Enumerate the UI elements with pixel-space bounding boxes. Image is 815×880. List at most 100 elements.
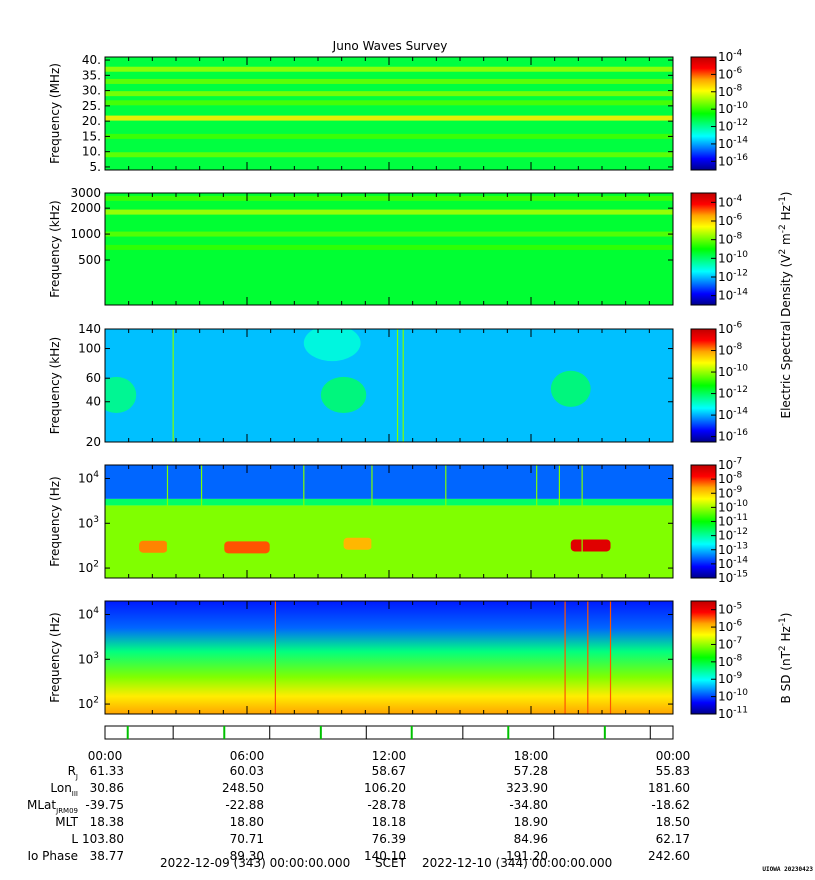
y-tick-label: 140 — [78, 322, 101, 336]
y-axis-label: Frequency (Hz) — [48, 476, 62, 567]
colorbar-tick-label: 10-14 — [718, 287, 748, 302]
colorbar-tick-label: 10-10 — [718, 101, 748, 116]
y-tick-label: 3000 — [70, 186, 101, 200]
emission-band — [105, 209, 673, 215]
emission-blob — [303, 329, 361, 362]
ephemeris-value: 84.96 — [514, 832, 548, 846]
colorbar-tick-label: 10-7 — [718, 457, 742, 472]
ephemeris-value: 323.90 — [506, 781, 548, 795]
y-tick-label: 102 — [78, 560, 99, 575]
colorbar-tick-label: 10-9 — [718, 485, 743, 500]
ephemeris-value: 18.38 — [90, 815, 124, 829]
ephemeris-label: MLatJRM09 — [27, 798, 78, 815]
colorbar-tick-label: 10-16 — [718, 153, 748, 168]
time-tick-label: 06:00 — [230, 749, 265, 763]
ephemeris-value: 18.50 — [656, 815, 690, 829]
emission-band — [105, 100, 673, 106]
emission-blob — [320, 376, 367, 413]
colorbar-tick-label: 10-12 — [718, 118, 748, 133]
colorbar: 10-4 10-6 10-8 10-10 10-12 10-14 — [690, 192, 748, 306]
colorbar-tick-label: 10-8 — [718, 231, 743, 246]
ephemeris-label: RJ — [68, 764, 78, 781]
emission-burst — [343, 537, 372, 550]
ephemeris-value: 30.86 — [90, 781, 124, 795]
colorbar: 10-6 10-8 10-10 10-12 10-14 10-16 — [690, 321, 748, 444]
spectral-gradient — [105, 601, 673, 714]
colorbar-tick-label: 10-8 — [718, 653, 743, 668]
colorbar-tick-label: 10-12 — [718, 385, 748, 400]
ephemeris-value: 60.03 — [230, 764, 264, 778]
colorbar-tick-label: 10-8 — [718, 471, 743, 486]
ephemeris-value: 103.80 — [82, 832, 124, 846]
ephemeris-value: -22.88 — [225, 798, 264, 812]
emission-burst — [570, 539, 611, 552]
colorbar-tick-label: 10-8 — [718, 342, 743, 357]
colorbar-tick-label: 10-4 — [718, 194, 743, 209]
colorbar-scale — [690, 56, 717, 171]
colorbar: 10-5 10-6 10-7 10-8 10-9 10-10 10-11 — [690, 600, 748, 721]
ephemeris-value: 248.50 — [222, 781, 264, 795]
ephemeris-value: 191.20 — [506, 849, 548, 863]
spectrogram-background — [105, 57, 673, 170]
y-tick-label: 60 — [86, 371, 101, 385]
y-tick-label: 103 — [78, 651, 99, 666]
footer-start: 2022-12-09 (343) 00:00:00.000 — [160, 856, 351, 870]
chart-title: Juno Waves Survey — [332, 39, 448, 53]
colorbar: 10-4 10-6 10-8 10-10 10-12 10-14 10-16 — [690, 49, 748, 171]
emission-band — [105, 78, 673, 84]
spectral-layer — [105, 498, 673, 506]
panel-mhz: 40.35. 30.25.20.15. 10.5. Frequency (MHz) — [48, 53, 674, 174]
emission-band — [105, 231, 673, 237]
colorbar-scale — [690, 328, 717, 443]
event-strip — [104, 725, 674, 740]
colorbar-tick-label: 10-12 — [718, 527, 748, 542]
emission-burst — [224, 541, 270, 554]
y-tick-label: 35. — [82, 68, 101, 82]
emission-band — [105, 91, 673, 97]
ephemeris-value: 57.28 — [514, 764, 548, 778]
colorbar-tick-label: 10-10 — [718, 250, 748, 265]
ephemeris-value: 58.67 — [372, 764, 406, 778]
y-tick-label: 103 — [78, 515, 99, 530]
ephemeris-value: 106.20 — [364, 781, 406, 795]
emission-band — [105, 133, 673, 139]
emission-blob — [105, 376, 137, 413]
emission-band — [105, 244, 673, 250]
ephemeris-value: -34.80 — [509, 798, 548, 812]
ephemeris-value: -28.78 — [367, 798, 406, 812]
colorbar-tick-label: 10-6 — [718, 321, 743, 336]
time-tick-label: 00:00 — [656, 749, 691, 763]
ephemeris-value: 62.17 — [656, 832, 690, 846]
emission-burst — [139, 540, 168, 553]
y-tick-label: 40 — [86, 395, 101, 409]
colorbar-tick-label: 10-9 — [718, 671, 743, 686]
colorbar-tick-label: 10-6 — [718, 213, 743, 228]
ephemeris-value: 38.77 — [90, 849, 124, 863]
y-tick-label: 20. — [82, 114, 101, 128]
ephemeris-value: 181.60 — [648, 781, 690, 795]
y-axis-label: Frequency (MHz) — [48, 63, 62, 164]
y-tick-label: 10. — [82, 145, 101, 159]
colorbar-tick-label: 10-10 — [718, 364, 748, 379]
colorbar-tick-label: 10-6 — [718, 66, 743, 81]
ephemeris-value: 76.39 — [372, 832, 406, 846]
emission-band — [105, 152, 673, 158]
colorbar-tick-label: 10-14 — [718, 407, 748, 422]
ephemeris-value: 18.80 — [230, 815, 264, 829]
y-tick-label: 40. — [82, 53, 101, 67]
colorbar: 10-710-810-910-1010-1110-1210-1310-1410-… — [690, 457, 748, 585]
ephemeris-value: 61.33 — [90, 764, 124, 778]
y-tick-label: 500 — [78, 253, 101, 267]
colorbar-tick-label: 10-15 — [718, 570, 748, 585]
y-axis-label: Frequency (kHz) — [48, 200, 62, 297]
y-tick-label: 1000 — [70, 227, 101, 241]
electric-spectral-density-label: Electric Spectral Density (V2​ m-2​ Hz-1… — [778, 191, 793, 418]
ephemeris-value: 18.90 — [514, 815, 548, 829]
y-tick-label: 30. — [82, 84, 101, 98]
colorbar-scale — [690, 192, 717, 306]
colorbar-tick-label: 10-10 — [718, 688, 748, 703]
ephemeris-value: 140.10 — [364, 849, 406, 863]
colorbar-tick-label: 10-4 — [718, 49, 743, 64]
y-tick-label: 2000 — [70, 201, 101, 215]
